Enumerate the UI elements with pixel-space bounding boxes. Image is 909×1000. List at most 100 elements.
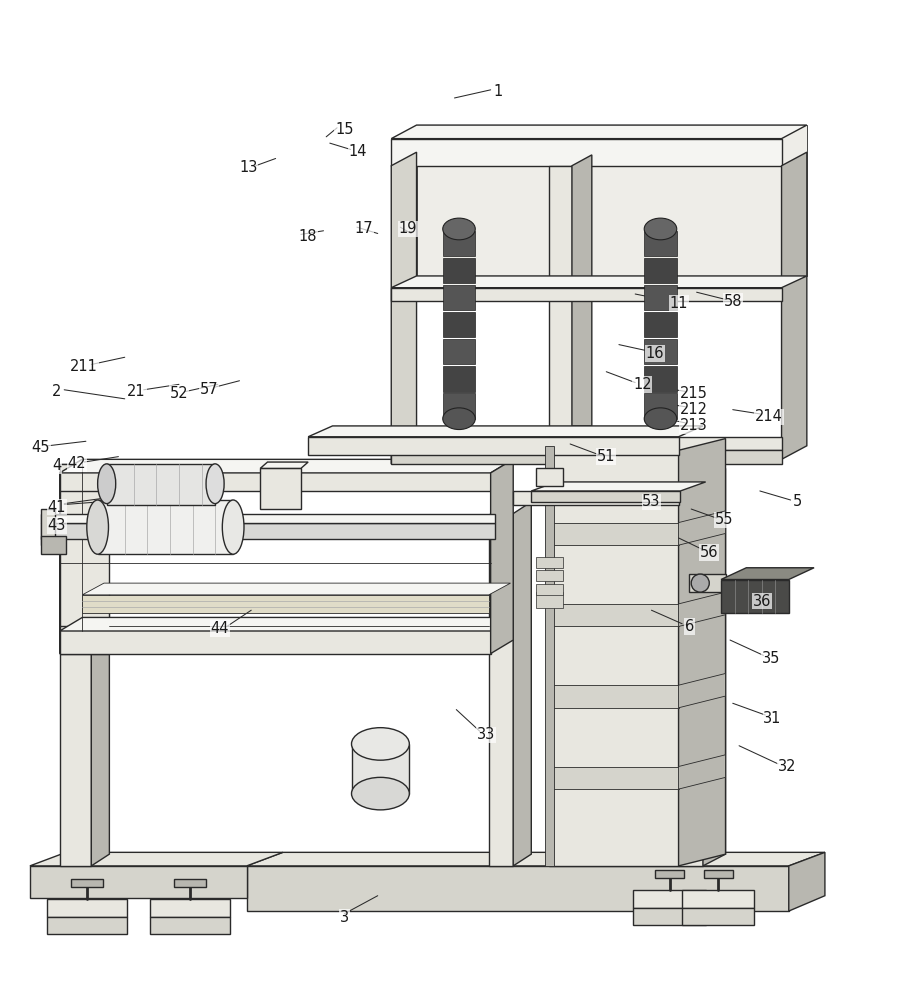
Text: 2: 2 — [53, 384, 62, 399]
Polygon shape — [41, 523, 495, 539]
Ellipse shape — [644, 408, 676, 430]
Text: 15: 15 — [335, 122, 354, 137]
Polygon shape — [83, 595, 489, 613]
Text: 215: 215 — [680, 386, 708, 401]
Text: 11: 11 — [669, 296, 688, 311]
Polygon shape — [391, 152, 416, 464]
Polygon shape — [682, 908, 754, 925]
Polygon shape — [246, 866, 789, 911]
Polygon shape — [60, 617, 514, 631]
Polygon shape — [644, 231, 676, 256]
Text: 13: 13 — [239, 160, 258, 175]
Ellipse shape — [443, 218, 475, 240]
Polygon shape — [443, 366, 475, 392]
Text: 3: 3 — [340, 910, 349, 925]
Polygon shape — [41, 509, 55, 545]
Polygon shape — [634, 908, 705, 925]
Polygon shape — [703, 468, 725, 866]
Polygon shape — [60, 464, 109, 654]
Polygon shape — [644, 312, 676, 337]
Polygon shape — [47, 899, 126, 917]
Polygon shape — [60, 626, 491, 654]
Ellipse shape — [206, 464, 225, 504]
Polygon shape — [678, 482, 703, 866]
Text: 44: 44 — [210, 621, 229, 636]
Polygon shape — [352, 744, 409, 794]
Polygon shape — [260, 462, 308, 468]
Ellipse shape — [443, 408, 475, 430]
Text: 16: 16 — [645, 346, 664, 361]
Text: 31: 31 — [764, 711, 782, 726]
Text: 213: 213 — [680, 418, 708, 433]
Polygon shape — [71, 879, 103, 887]
Polygon shape — [489, 514, 514, 866]
Polygon shape — [549, 685, 678, 708]
Polygon shape — [531, 482, 705, 491]
Text: 1: 1 — [494, 84, 503, 99]
Text: 214: 214 — [755, 409, 783, 424]
Polygon shape — [391, 125, 807, 139]
Text: 17: 17 — [355, 221, 374, 236]
Text: 45: 45 — [32, 440, 50, 455]
Polygon shape — [678, 511, 725, 545]
Polygon shape — [514, 491, 678, 505]
Polygon shape — [535, 468, 563, 486]
Text: 55: 55 — [714, 512, 733, 527]
Polygon shape — [60, 464, 491, 491]
Text: 6: 6 — [684, 619, 694, 634]
Polygon shape — [91, 590, 109, 866]
Polygon shape — [644, 258, 676, 283]
Polygon shape — [782, 152, 807, 459]
Text: 18: 18 — [299, 229, 317, 244]
Polygon shape — [678, 755, 725, 789]
Polygon shape — [655, 870, 684, 878]
Text: 212: 212 — [680, 402, 708, 417]
Ellipse shape — [691, 574, 709, 592]
Polygon shape — [443, 285, 475, 310]
Text: 19: 19 — [398, 221, 416, 236]
Polygon shape — [443, 312, 475, 337]
Polygon shape — [678, 439, 725, 866]
Polygon shape — [30, 852, 283, 866]
Text: 211: 211 — [70, 359, 98, 374]
Text: 12: 12 — [633, 377, 652, 392]
Polygon shape — [682, 890, 754, 908]
Polygon shape — [391, 437, 782, 450]
Polygon shape — [644, 393, 676, 419]
Ellipse shape — [223, 500, 244, 554]
Polygon shape — [704, 870, 733, 878]
Text: 43: 43 — [48, 518, 66, 533]
Polygon shape — [83, 583, 511, 595]
Ellipse shape — [86, 500, 108, 554]
Text: 51: 51 — [597, 449, 615, 464]
Polygon shape — [535, 557, 563, 568]
Text: 58: 58 — [724, 294, 742, 309]
Polygon shape — [689, 574, 725, 592]
Polygon shape — [535, 592, 563, 608]
Polygon shape — [60, 459, 514, 473]
Polygon shape — [443, 393, 475, 419]
Polygon shape — [391, 139, 782, 166]
Polygon shape — [30, 866, 246, 898]
Polygon shape — [544, 446, 554, 866]
Polygon shape — [260, 468, 301, 509]
Text: 35: 35 — [762, 651, 780, 666]
Ellipse shape — [352, 728, 409, 760]
Polygon shape — [549, 523, 678, 545]
Polygon shape — [678, 673, 725, 708]
Text: 42: 42 — [67, 456, 86, 471]
Polygon shape — [246, 852, 824, 866]
Polygon shape — [789, 852, 824, 911]
Polygon shape — [308, 426, 703, 437]
Polygon shape — [535, 570, 563, 581]
Ellipse shape — [352, 777, 409, 810]
Polygon shape — [634, 890, 705, 908]
Polygon shape — [308, 437, 678, 455]
Text: 36: 36 — [753, 594, 771, 609]
Text: 21: 21 — [127, 384, 145, 399]
Text: 5: 5 — [794, 494, 803, 509]
Polygon shape — [549, 450, 678, 866]
Text: 14: 14 — [348, 144, 367, 159]
Polygon shape — [41, 536, 66, 554]
Polygon shape — [391, 288, 782, 301]
